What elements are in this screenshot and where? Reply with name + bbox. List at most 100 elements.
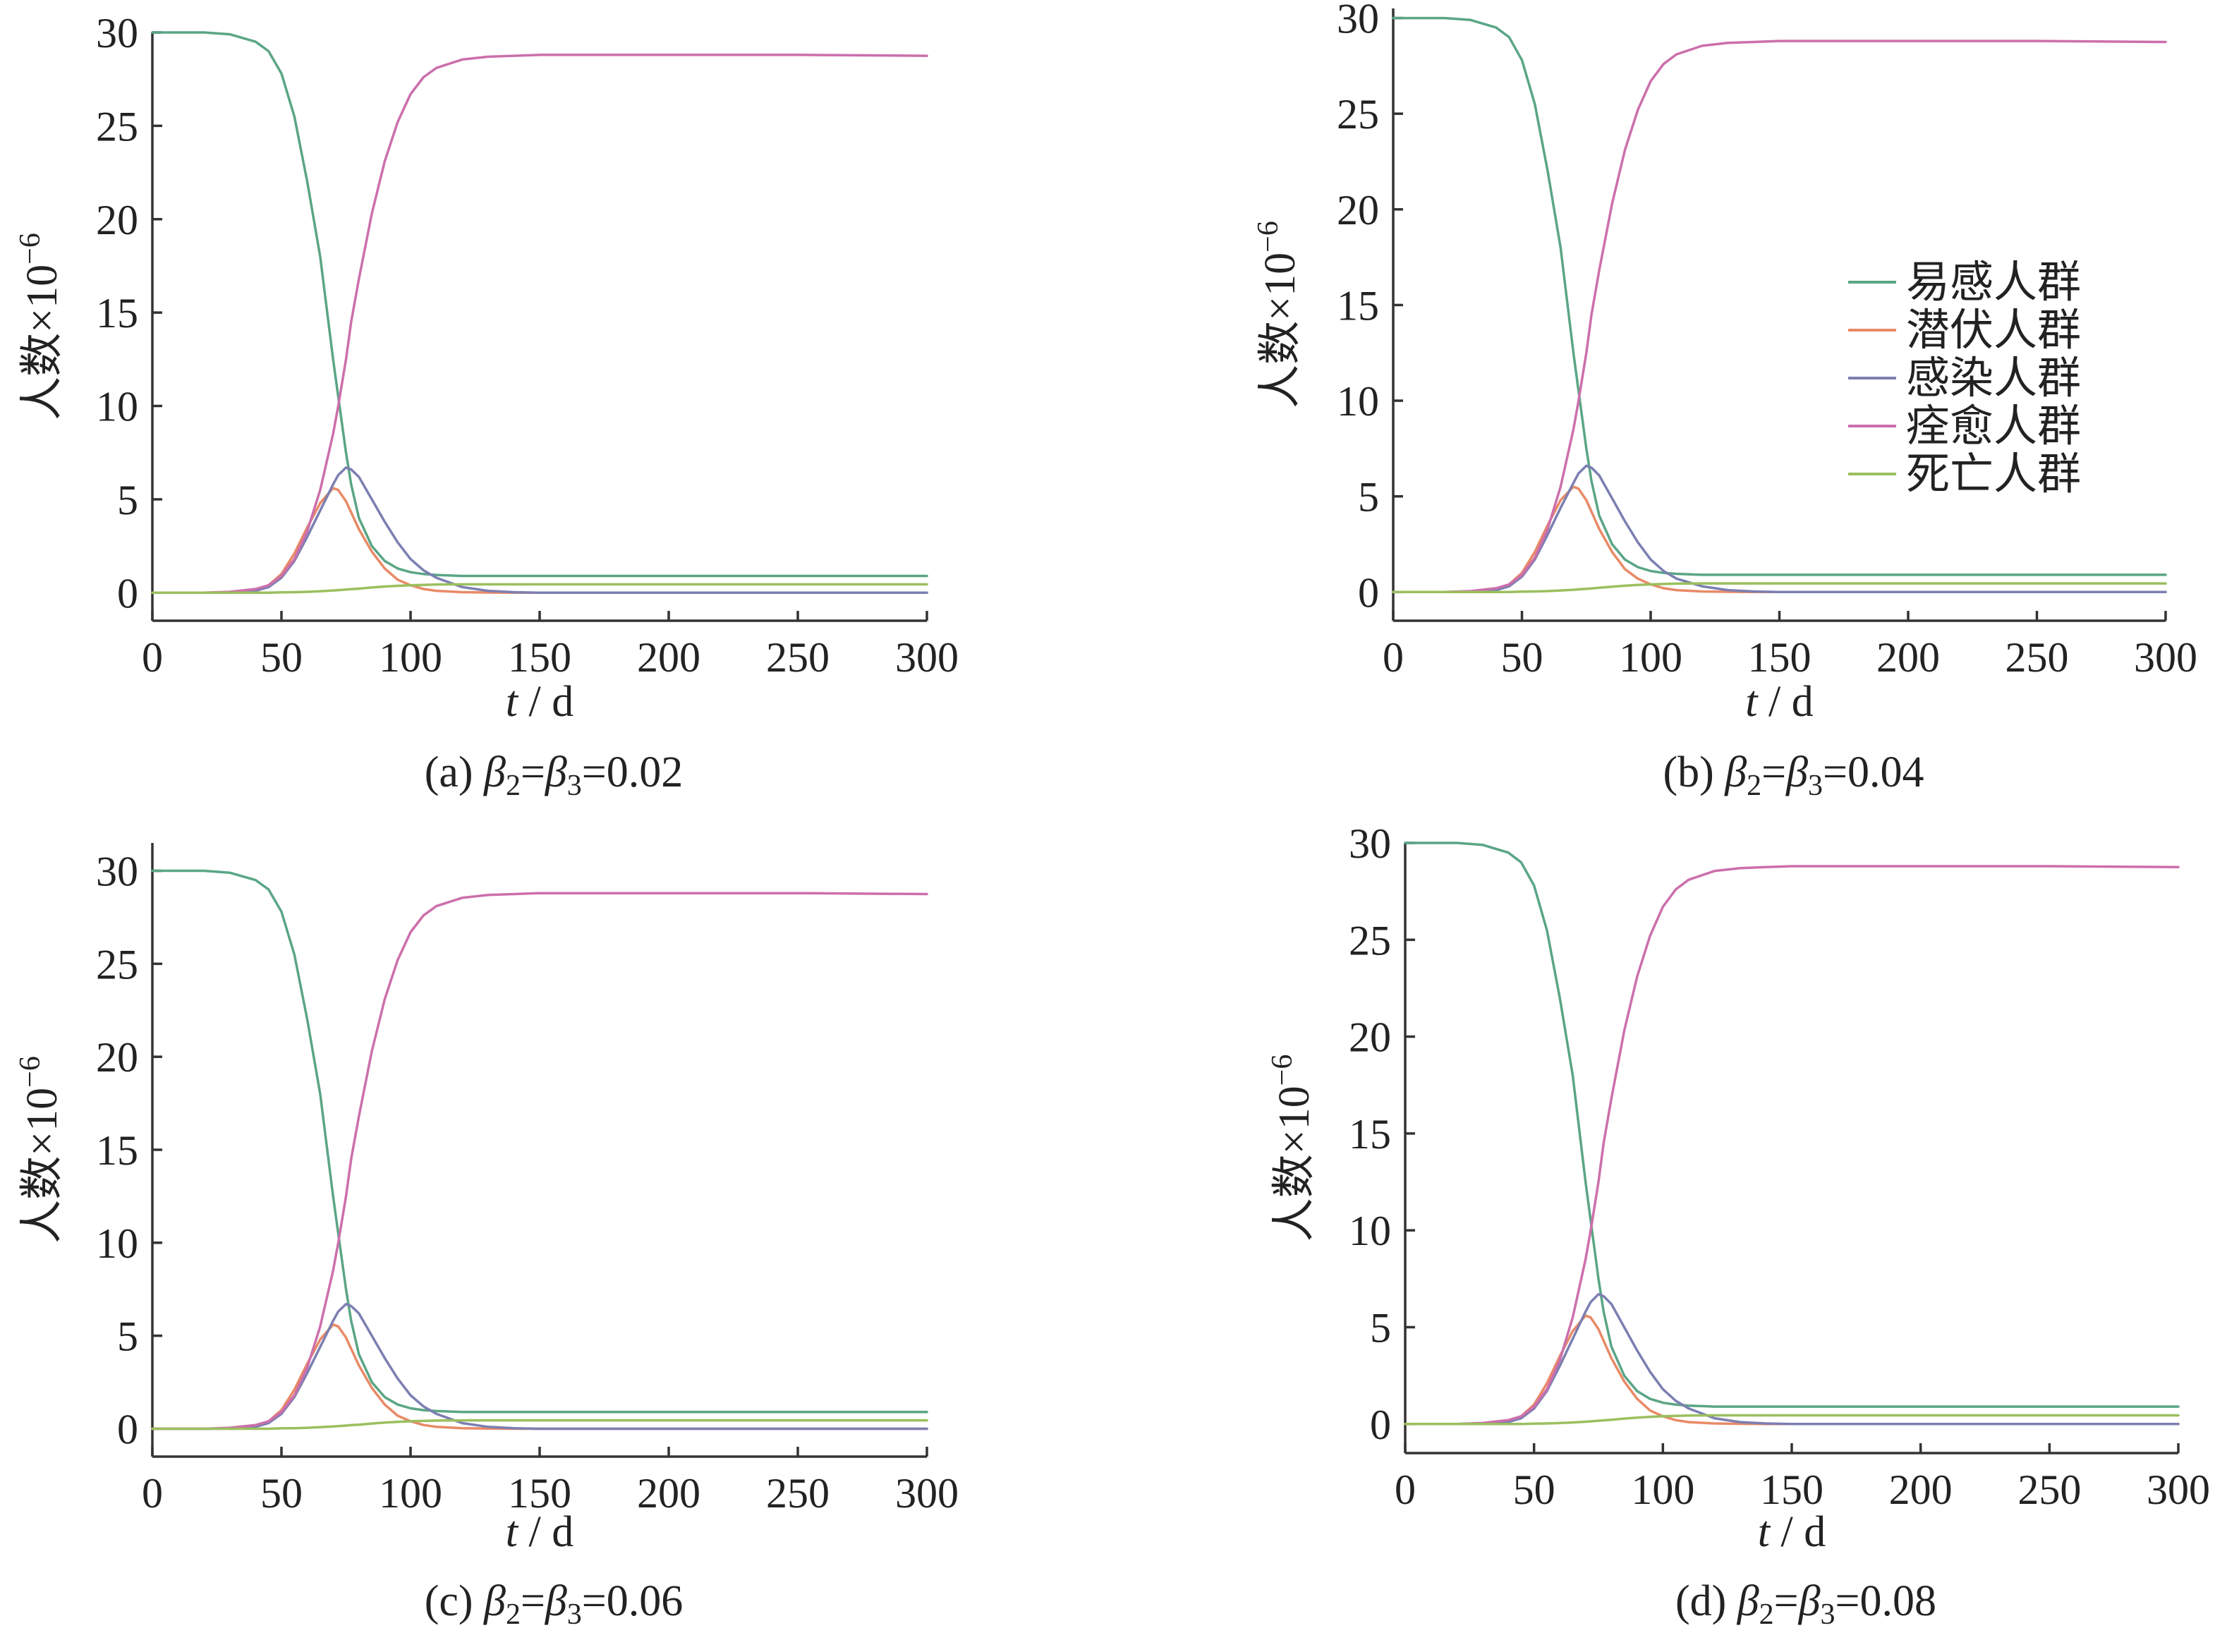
y-tick-label: 5 [1358, 474, 1379, 521]
y-tick-label: 10 [1337, 378, 1379, 425]
x-tick-label: 150 [1748, 634, 1812, 681]
series-line-3 [151, 466, 928, 595]
y-axis-label-exponent: −6 [14, 233, 47, 265]
y-tick-label: 15 [96, 290, 138, 336]
caption-beta: β [1798, 1577, 1821, 1625]
y-tick-label: 5 [117, 1313, 138, 1360]
series-line-1 [1392, 16, 2167, 576]
x-tick-label: 0 [142, 1470, 163, 1517]
panel-caption: (c) β2=β3=0.06 [425, 1577, 684, 1631]
legend-label: 感染人群 [1906, 355, 2081, 403]
caption-eq: = [521, 1577, 545, 1625]
caption-beta: β [483, 748, 506, 796]
x-tick-label: 0 [1383, 634, 1404, 681]
y-tick-label: 15 [96, 1127, 138, 1174]
series-line-3 [151, 1303, 928, 1431]
series-line-5 [1404, 1414, 2180, 1426]
y-tick-label: 10 [1349, 1208, 1391, 1254]
x-tick-label: 200 [637, 1470, 700, 1517]
x-tick-label: 250 [2017, 1466, 2081, 1513]
series-line-1 [151, 31, 928, 578]
y-tick-label: 15 [1349, 1111, 1391, 1158]
y-axis-label-exponent: −6 [1252, 221, 1285, 253]
caption-value: =0.02 [582, 748, 683, 796]
x-tick-label: 300 [2134, 634, 2197, 681]
caption-prefix: (d) [1675, 1577, 1737, 1625]
y-tick-label: 20 [1349, 1014, 1391, 1061]
chart-panel-b: 0 50 100 150 200 250 300 0 5 10 15 20 25 30 t / d 人数×10… [1252, 0, 2197, 802]
series-line-4 [151, 892, 928, 1431]
series-line-5 [151, 1419, 928, 1431]
x-axis-label-var: t [506, 678, 519, 726]
caption-sub: 3 [567, 770, 582, 802]
series-line-1 [151, 869, 928, 1414]
caption-value: =0.08 [1835, 1577, 1936, 1625]
x-axis-label: t / d [506, 1508, 574, 1556]
caption-prefix: (c) [425, 1577, 484, 1625]
y-axis-label-exponent: −6 [1266, 1055, 1299, 1086]
y-tick-label: 15 [1337, 282, 1379, 329]
x-axis-label-var: t [506, 1508, 519, 1556]
x-tick-label: 50 [1513, 1466, 1555, 1513]
series-line-3 [1392, 464, 2167, 594]
series-line-1 [1404, 842, 2180, 1408]
caption-beta: β [545, 748, 567, 796]
x-tick-label: 250 [766, 634, 830, 681]
caption-prefix: (b) [1663, 748, 1725, 796]
panel-caption: (d) β2=β3=0.08 [1675, 1577, 1936, 1631]
x-tick-label: 150 [508, 1470, 571, 1517]
caption-value: =0.06 [582, 1577, 683, 1625]
chart-panel-c: 0 50 100 150 200 250 300 0 5 10 15 20 25 30 t / d 人数×10… [14, 843, 959, 1631]
series-line-3 [1404, 1293, 2180, 1426]
y-tick-label: 5 [1370, 1305, 1391, 1352]
x-tick-label: 100 [1631, 1466, 1694, 1513]
x-tick-label: 50 [260, 1470, 303, 1517]
y-tick-label: 25 [1349, 917, 1391, 964]
series-line-4 [1392, 40, 2167, 594]
y-tick-label: 0 [117, 570, 138, 617]
x-axis-label: t / d [506, 678, 574, 726]
caption-beta: β [483, 1577, 506, 1625]
y-axis-label: 人数×10−6 [14, 1056, 66, 1244]
caption-value: =0.04 [1823, 748, 1924, 796]
chart-panel-d: 0 50 100 150 200 250 300 0 5 10 15 20 25 30 t / d 人数×10… [1266, 820, 2210, 1631]
y-tick-label: 20 [96, 197, 138, 243]
y-axis-label: 人数×10−6 [1252, 221, 1304, 408]
legend-label: 潜伏人群 [1906, 307, 2081, 355]
y-tick-label: 0 [1370, 1402, 1391, 1448]
caption-sub: 3 [1821, 1598, 1835, 1631]
legend-label: 易感人群 [1906, 259, 2081, 307]
y-tick-label: 30 [96, 10, 138, 56]
panel-caption: (b) β2=β3=0.04 [1663, 748, 1924, 802]
chart-panel-a: 0 50 100 150 200 250 300 0 5 10 15 20 25 30 t / d 人数×10… [14, 10, 959, 802]
x-tick-label: 200 [1889, 1466, 1953, 1513]
caption-beta: β [545, 1577, 567, 1625]
caption-beta: β [1785, 748, 1808, 796]
caption-sub: 2 [1759, 1598, 1774, 1631]
y-tick-label: 0 [1358, 569, 1379, 616]
x-tick-label: 200 [1876, 634, 1940, 681]
x-tick-label: 150 [508, 634, 571, 681]
y-tick-label: 30 [1349, 820, 1391, 867]
x-axis-label: t / d [1758, 1508, 1826, 1556]
legend-label: 死亡人群 [1906, 451, 2081, 499]
y-tick-label: 25 [96, 103, 138, 150]
x-tick-label: 300 [2147, 1466, 2210, 1513]
caption-beta: β [1737, 1577, 1759, 1625]
x-tick-label: 50 [260, 634, 303, 681]
x-tick-label: 250 [766, 1470, 830, 1517]
series-line-4 [151, 54, 928, 595]
series-line-4 [1404, 865, 2180, 1426]
y-axis-label: 人数×10−6 [14, 233, 66, 420]
caption-sub: 3 [1808, 770, 1823, 802]
x-axis-label-unit: / d [518, 678, 574, 726]
caption-sub: 3 [567, 1598, 582, 1631]
caption-sub: 2 [506, 770, 521, 802]
x-tick-label: 0 [1395, 1466, 1416, 1513]
series-line-2 [1392, 485, 2167, 594]
x-tick-label: 100 [379, 1470, 442, 1517]
x-tick-label: 250 [2005, 634, 2069, 681]
y-tick-label: 30 [1337, 0, 1379, 42]
